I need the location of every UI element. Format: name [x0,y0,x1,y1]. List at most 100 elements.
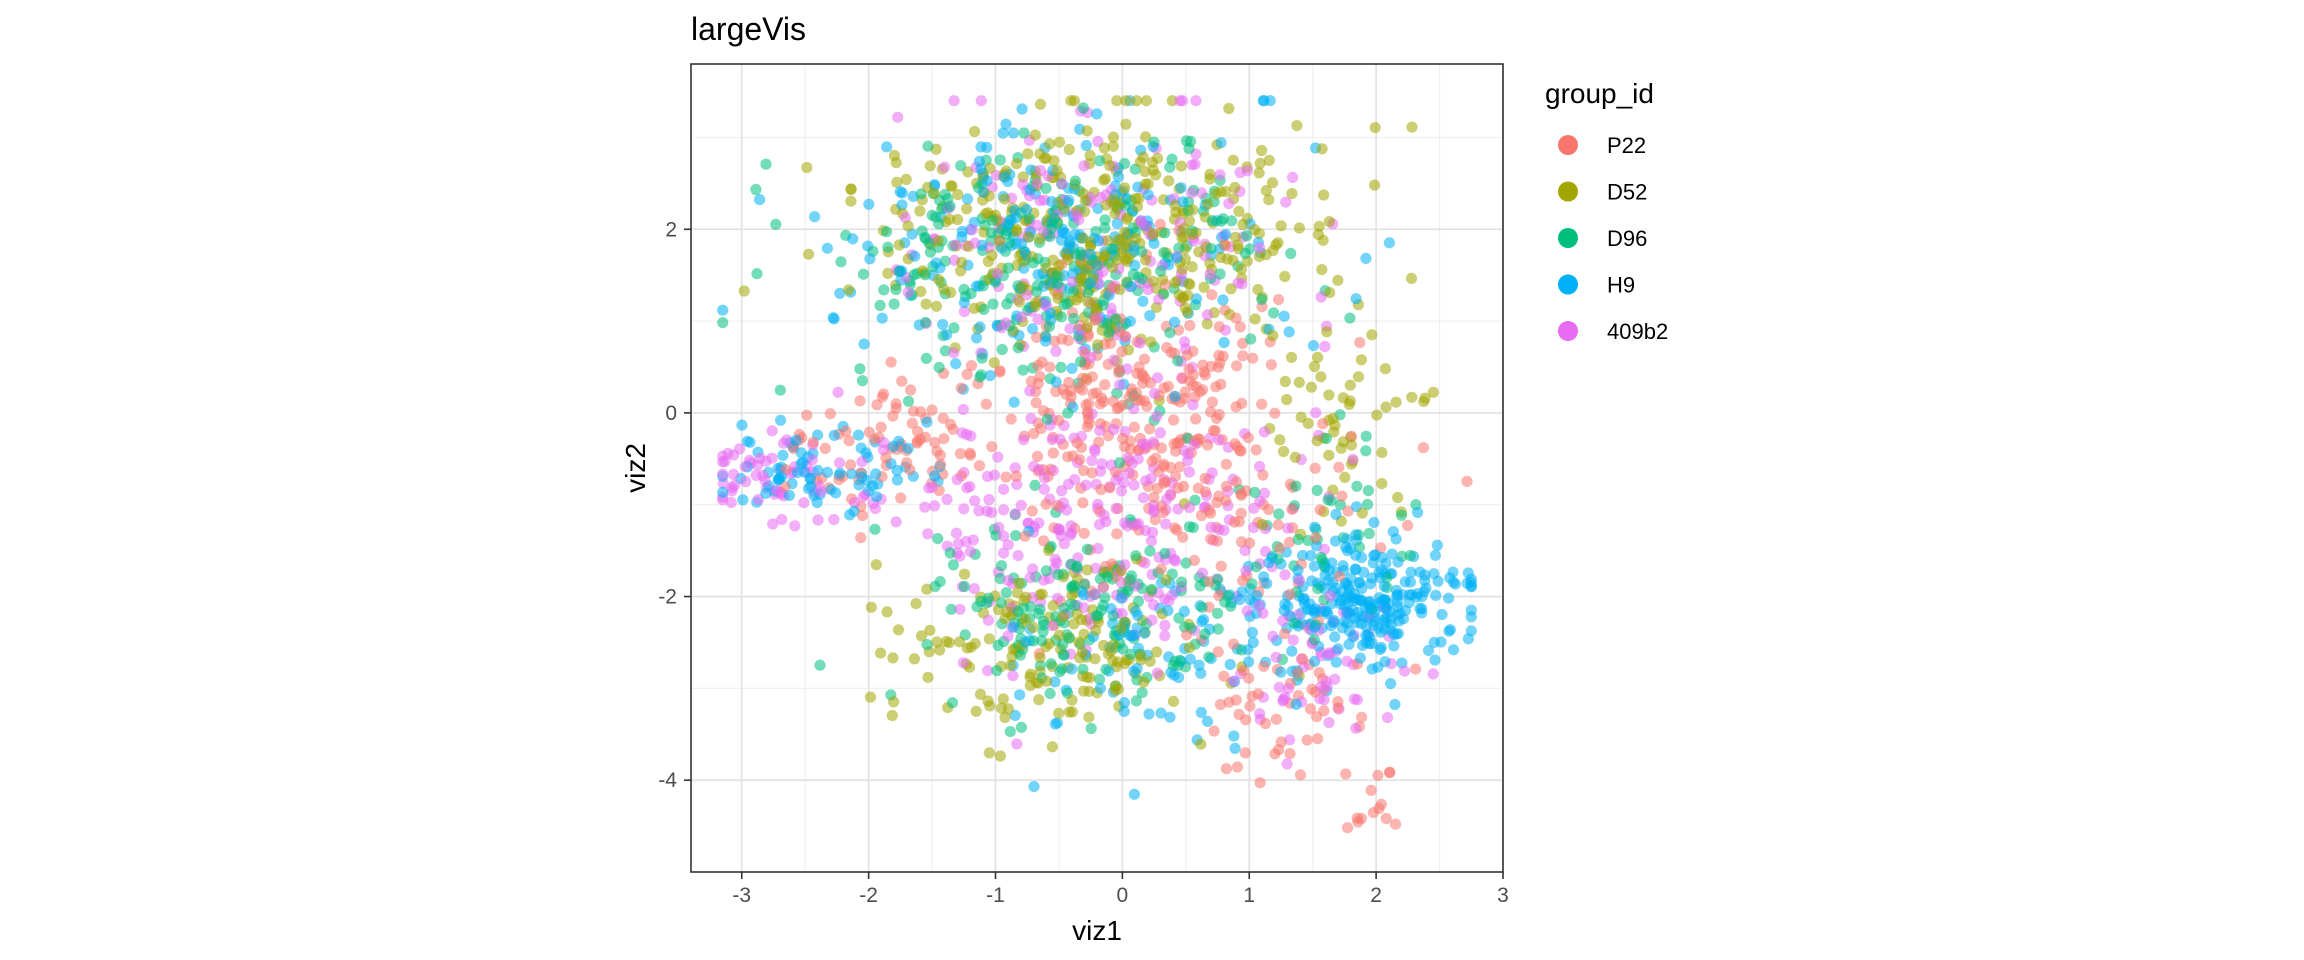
data-point-D52 [1111,254,1123,266]
data-point-D52 [1139,178,1151,190]
data-point-D52 [1366,329,1378,341]
data-point-P22 [980,398,992,410]
data-point-H9 [1388,640,1400,652]
data-point-D52 [891,176,903,188]
data-point-H9 [1385,678,1397,690]
data-point-P22 [1314,504,1326,516]
data-point-D96 [1404,549,1416,562]
data-point-H9 [858,338,870,350]
data-point-D52 [943,637,955,649]
data-point-H9 [1016,103,1028,115]
data-point-D52 [1308,360,1321,373]
data-point-P22 [954,448,967,460]
data-point-H9 [997,127,1009,139]
data-point-P22 [1265,359,1277,371]
data-point-H9 [1220,229,1232,241]
data-point-D96 [995,597,1007,609]
data-point-P22 [1146,455,1158,467]
data-point-409b2 [1148,506,1160,518]
data-point-D52 [1139,165,1151,178]
data-point-H9 [1419,575,1431,587]
data-point-D52 [924,624,936,637]
data-point-D52 [1013,296,1025,308]
data-point-P22 [1038,535,1050,547]
data-point-H9 [1389,698,1401,711]
data-point-409b2 [878,437,890,449]
data-point-P22 [1213,321,1225,333]
data-point-D52 [1167,695,1180,708]
data-point-D96 [1212,607,1224,620]
data-point-H9 [1380,603,1393,615]
data-point-D96 [1245,333,1257,345]
data-point-P22 [929,437,941,449]
data-point-409b2 [1152,372,1164,384]
data-point-409b2 [1137,492,1150,504]
data-point-H9 [1169,391,1181,403]
data-point-D52 [1332,274,1344,286]
data-point-P22 [1235,507,1247,519]
data-point-D52 [1227,154,1239,166]
data-point-H9 [958,297,971,309]
data-point-H9 [1360,629,1372,642]
data-point-P22 [1304,703,1317,715]
y-tick-label: 2 [665,218,677,241]
data-point-409b2 [1139,557,1151,569]
data-point-H9 [1354,652,1366,664]
data-point-D96 [1109,313,1121,325]
data-point-H9 [1309,621,1321,633]
data-point-P22 [1199,369,1211,381]
data-point-409b2 [1119,517,1131,529]
data-point-P22 [1120,330,1132,342]
data-point-P22 [1155,442,1168,454]
data-point-409b2 [1086,455,1098,467]
data-point-H9 [1465,625,1477,637]
data-point-P22 [1107,395,1119,407]
data-point-H9 [941,329,953,341]
data-point-409b2 [1118,476,1130,489]
data-point-P22 [1380,812,1392,825]
data-point-409b2 [1293,574,1305,587]
data-point-D52 [914,205,926,217]
data-point-H9 [1339,616,1351,628]
data-point-D52 [1080,266,1092,278]
data-point-P22 [1211,535,1223,547]
data-point-D96 [1250,561,1262,573]
data-point-D52 [1324,287,1336,299]
data-point-D52 [997,693,1009,705]
data-point-H9 [1264,95,1276,107]
data-point-D96 [1292,533,1304,546]
data-point-D96 [869,523,881,535]
data-point-D96 [933,361,945,374]
data-point-D52 [1107,193,1119,206]
data-point-D96 [1081,543,1093,556]
data-point-H9 [1129,259,1141,271]
data-point-409b2 [752,459,764,471]
data-point-409b2 [1121,363,1133,375]
data-point-D96 [1241,230,1253,242]
data-point-409b2 [1009,462,1021,474]
data-point-409b2 [806,454,818,466]
data-point-D96 [1068,312,1080,325]
data-point-409b2 [1258,426,1270,438]
data-point-409b2 [1223,198,1235,210]
data-point-D96 [975,595,987,608]
data-point-P22 [1263,503,1275,516]
data-point-D52 [1098,639,1110,652]
data-point-D52 [1022,148,1034,160]
data-point-409b2 [1240,565,1252,577]
data-point-409b2 [778,437,790,449]
data-point-D52 [1120,118,1132,130]
data-point-D52 [1145,336,1157,348]
data-point-409b2 [1069,474,1081,486]
data-point-D52 [1013,577,1025,589]
data-point-D52 [1263,154,1275,166]
data-point-D52 [1202,198,1214,210]
data-point-D52 [1321,326,1333,338]
data-point-409b2 [1078,160,1090,172]
data-point-P22 [912,425,924,438]
data-point-H9 [1343,638,1355,651]
data-point-P22 [1095,483,1107,496]
data-point-H9 [876,312,888,324]
data-point-409b2 [1284,734,1296,746]
data-point-409b2 [1054,524,1066,536]
